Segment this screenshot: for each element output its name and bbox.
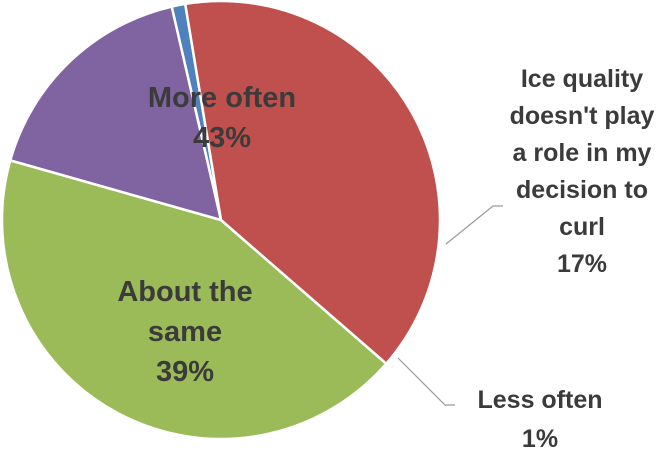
pie-slices — [0, 0, 442, 441]
slice-ice-quality-doesn-t-play-a-role-in-my-decision-to-curl — [8, 5, 223, 222]
leader-line-ice-quality-doesn-t-play-a-role-in-my-decision-to-curl — [445, 205, 503, 245]
slice-label-about-the-same: About the same 39% — [117, 276, 252, 388]
slice-label-more-often: More often 43% — [148, 82, 296, 154]
slice-about-the-same — [183, 0, 442, 366]
pie-labels: More often 43% Ice quality doesn't play a ro… — [117, 65, 654, 453]
slice-label-less-often: Less often 1% — [477, 386, 602, 453]
leader-line-less-often — [397, 357, 455, 406]
slice-more-often — [0, 158, 389, 441]
slice-label-ice-quality-doesn-t-play-a-role-in-my-decision-to-curl: Ice quality doesn't play a role in my decis… — [510, 65, 655, 278]
